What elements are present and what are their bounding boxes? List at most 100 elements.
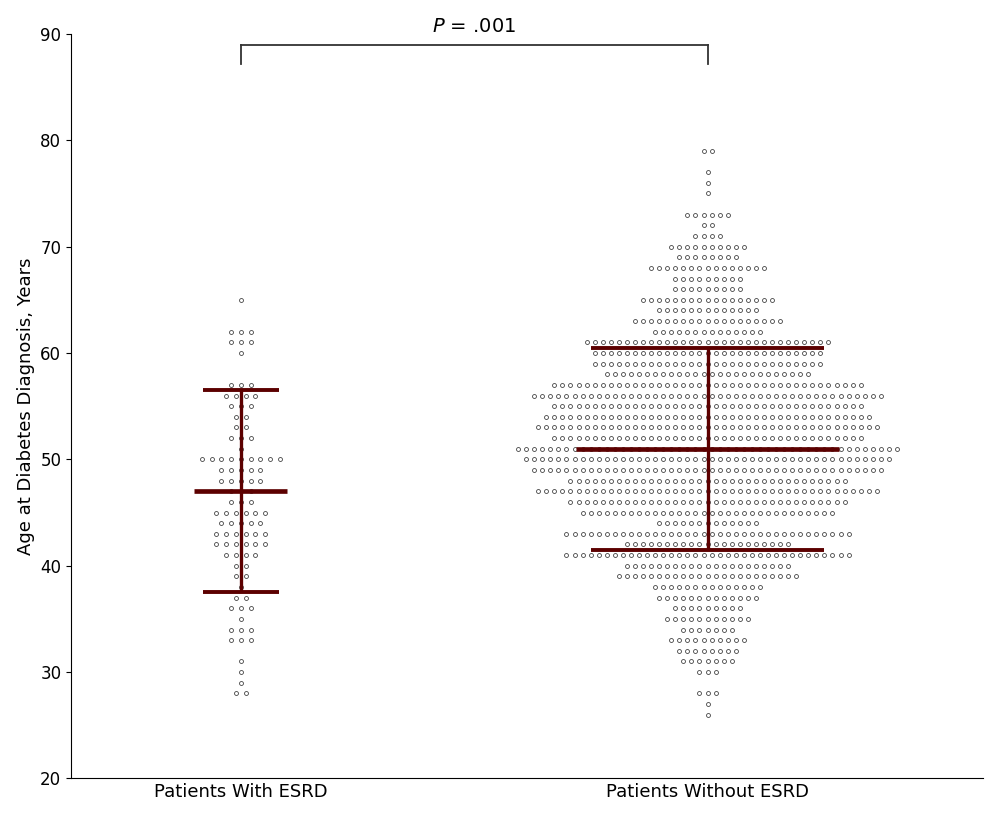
Point bbox=[583, 549, 599, 562]
Point bbox=[772, 400, 788, 413]
Point bbox=[824, 389, 840, 402]
Point bbox=[792, 549, 808, 562]
Point bbox=[728, 368, 744, 381]
Point bbox=[764, 474, 780, 488]
Point bbox=[627, 496, 643, 509]
Point bbox=[675, 613, 691, 626]
Point bbox=[691, 474, 707, 488]
Point bbox=[587, 379, 603, 392]
Point bbox=[756, 421, 772, 434]
Point bbox=[788, 496, 804, 509]
Point bbox=[615, 506, 631, 519]
Point bbox=[804, 411, 820, 424]
Point bbox=[748, 357, 764, 371]
Point bbox=[788, 432, 804, 445]
Point bbox=[691, 282, 707, 295]
Point bbox=[659, 485, 675, 498]
Point bbox=[635, 432, 651, 445]
Point bbox=[764, 400, 780, 413]
Point bbox=[776, 528, 792, 541]
Point bbox=[861, 421, 877, 434]
Point bbox=[752, 549, 768, 562]
Point bbox=[700, 708, 716, 721]
Point bbox=[651, 357, 667, 371]
Point bbox=[744, 549, 760, 562]
Point bbox=[768, 464, 784, 477]
Point bbox=[708, 357, 724, 371]
Point bbox=[611, 474, 627, 488]
Point bbox=[651, 538, 667, 551]
Point bbox=[748, 379, 764, 392]
Point bbox=[696, 506, 712, 519]
Point bbox=[675, 336, 691, 349]
Point bbox=[615, 549, 631, 562]
Point bbox=[696, 645, 712, 658]
Point bbox=[740, 432, 756, 445]
Point bbox=[708, 485, 724, 498]
Point bbox=[675, 411, 691, 424]
Point bbox=[647, 464, 663, 477]
Point bbox=[728, 528, 744, 541]
Point bbox=[655, 464, 671, 477]
Point bbox=[663, 443, 679, 456]
Point bbox=[675, 560, 691, 573]
Point bbox=[716, 655, 732, 668]
Point bbox=[675, 485, 691, 498]
Point bbox=[228, 549, 244, 562]
Point bbox=[857, 389, 873, 402]
Point bbox=[752, 368, 768, 381]
Point bbox=[833, 528, 849, 541]
Point bbox=[218, 506, 234, 519]
Point bbox=[671, 581, 687, 594]
Point bbox=[716, 474, 732, 488]
Point bbox=[712, 368, 728, 381]
Point bbox=[716, 357, 732, 371]
Point bbox=[619, 432, 635, 445]
Point bbox=[571, 411, 587, 424]
Point bbox=[223, 336, 239, 349]
Point bbox=[837, 411, 853, 424]
Point bbox=[526, 464, 542, 477]
Point bbox=[700, 357, 716, 371]
Point bbox=[679, 368, 695, 381]
Point bbox=[728, 453, 744, 466]
Point bbox=[700, 400, 716, 413]
Point bbox=[546, 411, 562, 424]
Point bbox=[824, 453, 840, 466]
Point bbox=[647, 453, 663, 466]
Point bbox=[804, 496, 820, 509]
Point bbox=[704, 144, 720, 157]
Point bbox=[607, 368, 623, 381]
Point bbox=[804, 347, 820, 360]
Point bbox=[651, 591, 667, 605]
Point bbox=[591, 389, 607, 402]
Point bbox=[740, 421, 756, 434]
Point bbox=[655, 368, 671, 381]
Point bbox=[716, 336, 732, 349]
Point bbox=[752, 506, 768, 519]
Point bbox=[623, 368, 639, 381]
Point bbox=[607, 443, 623, 456]
Point bbox=[615, 464, 631, 477]
Point bbox=[571, 496, 587, 509]
Point bbox=[724, 411, 740, 424]
Point bbox=[788, 357, 804, 371]
Point bbox=[816, 443, 832, 456]
Point bbox=[675, 272, 691, 285]
Point bbox=[724, 474, 740, 488]
Point bbox=[558, 464, 574, 477]
Point bbox=[696, 250, 712, 263]
Point bbox=[223, 517, 239, 530]
Point bbox=[643, 560, 659, 573]
Point bbox=[554, 432, 570, 445]
Point bbox=[647, 443, 663, 456]
Point bbox=[599, 506, 615, 519]
Point bbox=[865, 389, 881, 402]
Point bbox=[243, 485, 259, 498]
Point bbox=[736, 549, 752, 562]
Point bbox=[639, 368, 655, 381]
Point bbox=[691, 304, 707, 317]
Point bbox=[579, 432, 595, 445]
Point bbox=[562, 485, 578, 498]
Point bbox=[837, 421, 853, 434]
